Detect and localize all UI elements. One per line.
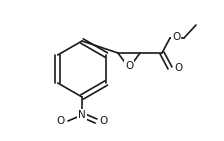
Text: N: N <box>78 110 86 120</box>
Text: O: O <box>172 32 180 42</box>
Text: O: O <box>99 116 107 126</box>
Text: O: O <box>174 63 182 73</box>
Text: O: O <box>125 61 133 71</box>
Text: O: O <box>57 116 65 126</box>
